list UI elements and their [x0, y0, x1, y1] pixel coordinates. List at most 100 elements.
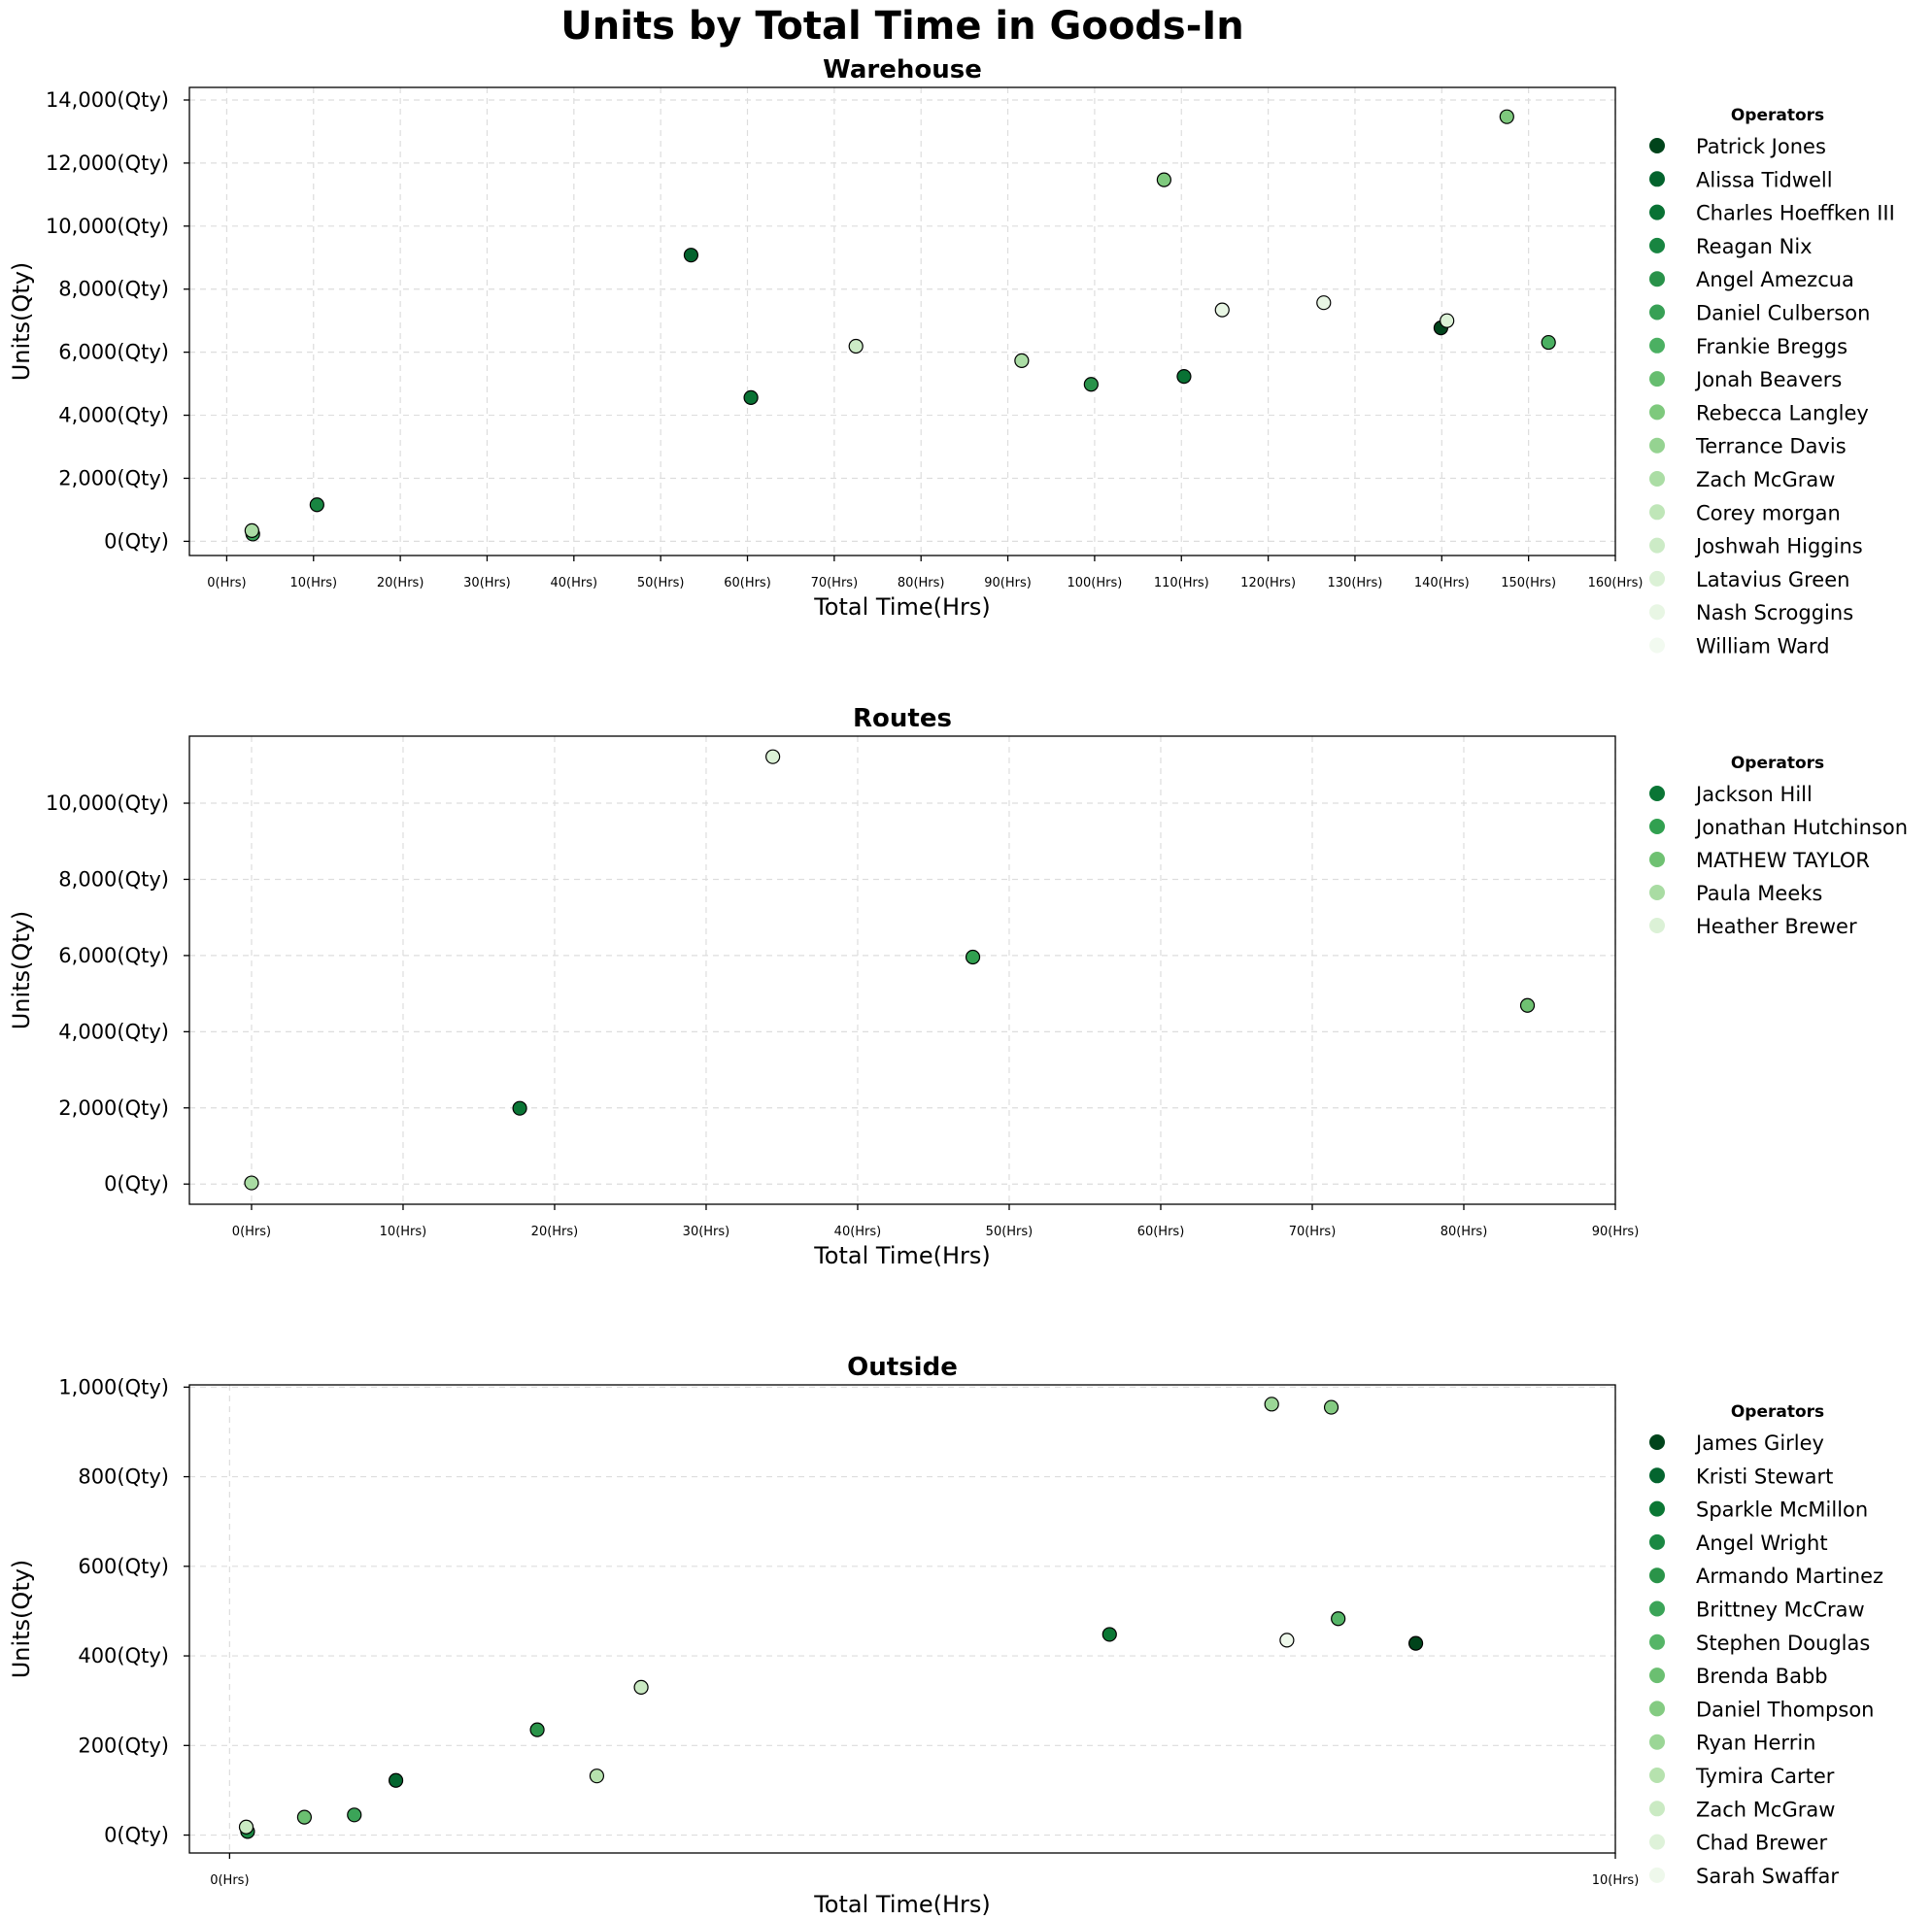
- x-tick-label: 110(Hrs): [1154, 576, 1209, 590]
- legend-marker: [1649, 786, 1665, 801]
- y-tick-label: 0(Qty): [104, 1172, 169, 1196]
- legend-label: Jonah Beavers: [1694, 368, 1842, 391]
- data-point: [388, 1772, 404, 1788]
- chart-suptitle: Units by Total Time in Goods-In: [560, 4, 1243, 49]
- x-tick-label: 40(Hrs): [551, 576, 598, 590]
- x-tick-label: 60(Hrs): [724, 576, 771, 590]
- legend-marker: [1649, 437, 1665, 454]
- y-tick-label: 6,000(Qty): [58, 944, 169, 967]
- legend-marker: [1649, 171, 1665, 187]
- y-tick-label: 10,000(Qty): [46, 792, 169, 815]
- legend-label: Stephen Douglas: [1696, 1632, 1870, 1655]
- y-tick-label: 200(Qty): [78, 1734, 169, 1757]
- legend-marker: [1649, 204, 1665, 220]
- x-tick-label: 140(Hrs): [1414, 576, 1470, 590]
- x-tick-label: 90(Hrs): [984, 576, 1032, 590]
- x-tick-label: 40(Hrs): [834, 1225, 882, 1239]
- x-tick-label: 150(Hrs): [1501, 576, 1556, 590]
- data-point: [1083, 377, 1099, 392]
- legend-label: Charles Hoeffken III: [1696, 202, 1895, 225]
- data-point: [1156, 172, 1171, 187]
- legend-label: Armando Martinez: [1696, 1565, 1883, 1588]
- y-axis-label: Units(Qty): [8, 262, 35, 382]
- legend-marker: [1649, 337, 1665, 354]
- y-tick-label: 10,000(Qty): [46, 215, 169, 238]
- data-point: [1279, 1633, 1295, 1648]
- panel-title: Routes: [853, 704, 952, 733]
- x-tick-label: 70(Hrs): [1289, 1225, 1337, 1239]
- legend-marker: [1649, 138, 1665, 153]
- legend-label: MATHEW TAYLOR: [1696, 849, 1870, 872]
- x-axis-label: Total Time(Hrs): [813, 1891, 991, 1918]
- data-point: [1519, 997, 1536, 1013]
- legend-marker: [1649, 271, 1665, 287]
- legend-label: Sarah Swaffar: [1696, 1865, 1839, 1888]
- legend-marker: [1649, 537, 1665, 554]
- data-point: [1316, 295, 1332, 311]
- legend-label: Terrance Davis: [1695, 435, 1847, 458]
- legend-title: Operators: [1731, 754, 1824, 773]
- legend-label: Brenda Babb: [1696, 1665, 1828, 1688]
- legend-label: Alissa Tidwell: [1696, 168, 1833, 191]
- legend-label: Corey morgan: [1696, 501, 1841, 524]
- y-tick-label: 8,000(Qty): [58, 278, 169, 301]
- legend: Operators Jackson Hill Jonathan Hutchinson…: [1649, 754, 1908, 938]
- legend-label: Joshwah Higgins: [1694, 535, 1863, 558]
- y-tick-label: 2,000(Qty): [58, 1096, 169, 1120]
- x-tick-label: 0(Hrs): [232, 1225, 271, 1239]
- legend-marker: [1649, 471, 1665, 487]
- legend-title: Operators: [1731, 106, 1824, 125]
- legend-marker: [1649, 1533, 1665, 1550]
- data-point: [1541, 334, 1556, 351]
- legend: Operators Patrick Jones Alissa Tidwell Char…: [1649, 106, 1895, 658]
- y-tick-label: 800(Qty): [78, 1465, 169, 1489]
- x-tick-label: 10(Hrs): [289, 576, 337, 590]
- y-tick-label: 2,000(Qty): [58, 466, 169, 489]
- legend-label: Patrick Jones: [1696, 135, 1826, 158]
- x-tick-label: 90(Hrs): [1592, 1225, 1640, 1239]
- legend-marker: [1649, 819, 1665, 834]
- legend-label: Angel Wright: [1696, 1532, 1828, 1555]
- x-tick-label: 30(Hrs): [463, 576, 511, 590]
- legend-marker: [1649, 304, 1665, 320]
- legend-marker: [1649, 1867, 1665, 1883]
- x-tick-label: 20(Hrs): [531, 1225, 579, 1239]
- legend-marker: [1649, 371, 1665, 387]
- legend-label: Sparkle McMillon: [1696, 1499, 1868, 1522]
- legend-marker: [1649, 1801, 1665, 1817]
- legend-marker: [1649, 1634, 1665, 1650]
- data-point: [965, 949, 981, 965]
- panel-title: Outside: [847, 1353, 958, 1382]
- legend-label: Daniel Thompson: [1696, 1698, 1874, 1721]
- x-axis-label: Total Time(Hrs): [813, 593, 991, 621]
- y-tick-label: 12,000(Qty): [46, 152, 169, 175]
- x-tick-label: 30(Hrs): [683, 1225, 730, 1239]
- x-tick-label: 160(Hrs): [1588, 576, 1644, 590]
- legend-label: Jonathan Hutchinson: [1694, 816, 1908, 839]
- y-tick-label: 4,000(Qty): [58, 404, 169, 427]
- legend-marker: [1649, 1434, 1665, 1450]
- x-tick-label: 80(Hrs): [1441, 1225, 1488, 1239]
- legend-marker: [1649, 885, 1665, 900]
- data-point: [1014, 353, 1030, 369]
- legend-marker: [1649, 918, 1665, 933]
- y-tick-label: 0(Qty): [104, 529, 169, 553]
- legend-label: Zach McGraw: [1696, 1798, 1835, 1821]
- x-tick-label: 80(Hrs): [898, 576, 945, 590]
- legend-label: Latavius Green: [1696, 568, 1849, 591]
- data-point: [238, 1819, 254, 1835]
- legend-marker: [1649, 604, 1665, 621]
- y-tick-label: 400(Qty): [78, 1644, 169, 1667]
- legend-marker: [1649, 1701, 1665, 1717]
- x-tick-label: 120(Hrs): [1240, 576, 1296, 590]
- x-tick-label: 10(Hrs): [1592, 1873, 1640, 1888]
- legend-label: Paula Meeks: [1696, 882, 1822, 905]
- legend-marker: [1649, 637, 1665, 654]
- legend-marker: [1649, 1567, 1665, 1584]
- data-point: [296, 1809, 313, 1825]
- x-tick-label: 0(Hrs): [210, 1873, 249, 1888]
- legend-label: Jackson Hill: [1694, 783, 1813, 806]
- data-point: [1176, 369, 1192, 385]
- data-point: [1102, 1627, 1117, 1642]
- legend-marker: [1649, 1834, 1665, 1850]
